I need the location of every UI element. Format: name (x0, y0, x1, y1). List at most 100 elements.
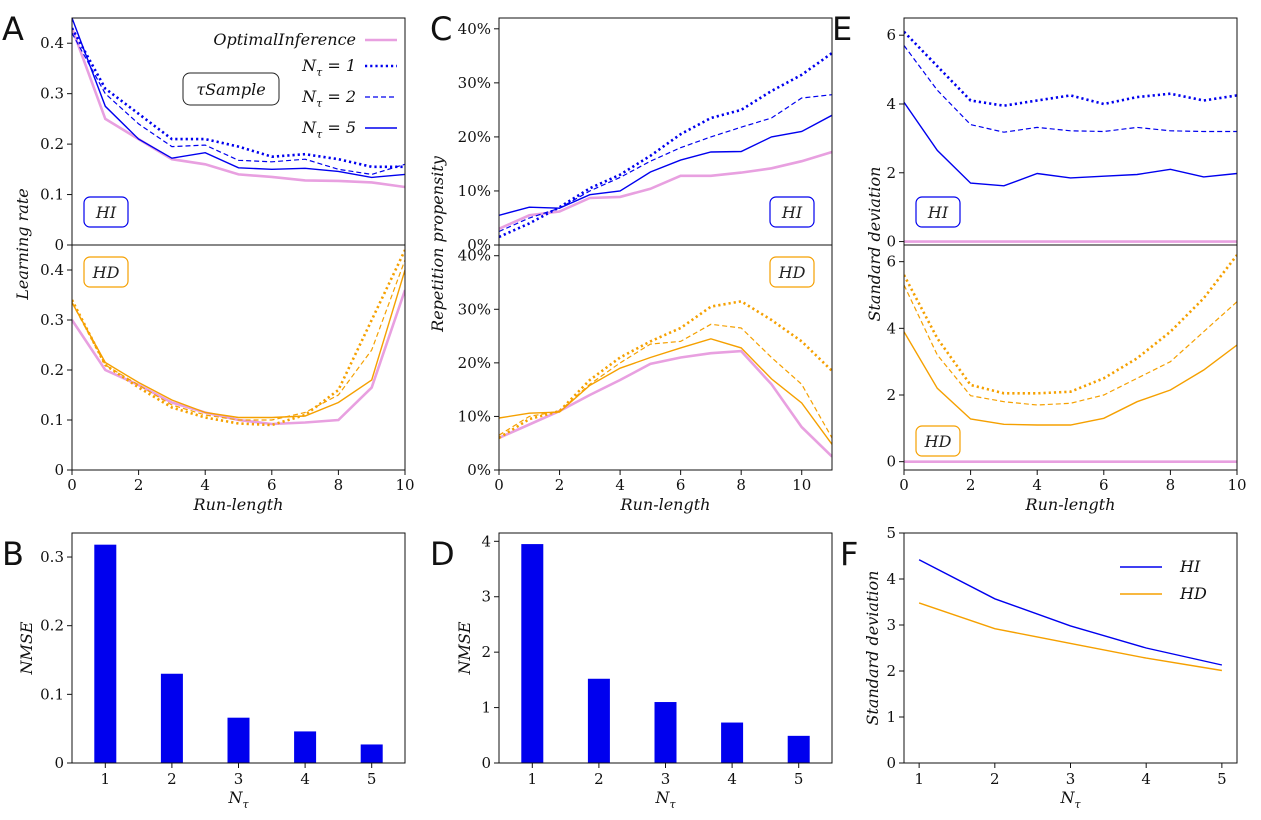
y-tick-label: 30% (458, 74, 491, 92)
series-group (499, 52, 832, 239)
panel-letter: A (2, 10, 24, 48)
x-tick-label: 8 (1166, 476, 1176, 494)
y-tick-label: 40% (458, 247, 491, 265)
series-group (499, 299, 832, 458)
panel-letter: E (832, 10, 852, 48)
y-axis-label: Learning rate (13, 188, 32, 300)
x-tick-label: 3 (661, 770, 671, 788)
x-tick-label: 4 (200, 476, 210, 494)
x-tick-label: 0 (494, 476, 504, 494)
tag-box (915, 425, 961, 457)
series-group (904, 30, 1237, 243)
y-axis-label: NMSE (455, 621, 474, 675)
x-axis-label-sub: τ (1074, 798, 1081, 811)
y-axis-label: Repetition propensity (428, 155, 447, 333)
y-tick-label: 3 (481, 588, 491, 606)
legend-n: N (301, 87, 317, 106)
series-line-N5 (904, 101, 1237, 187)
y-tick-label: 0 (54, 461, 64, 479)
x-tick-label: 5 (794, 770, 804, 788)
bar (787, 735, 810, 763)
series-line-N5 (499, 114, 832, 216)
y-tick-label: 30% (458, 300, 491, 318)
panel-E: E 0 2 4 6 HI 0 2 4 6 HD 0 2 4 6 8 10 Run-length Standard d… (832, 10, 1247, 514)
y-tick-label: 6 (886, 253, 896, 271)
y-tick-label: 0.2 (40, 135, 64, 153)
y-tick-label: 40% (458, 20, 491, 38)
y-tick-label: 3 (886, 616, 896, 634)
series-line-N2 (904, 284, 1237, 406)
y-tick-label: 0.3 (40, 85, 64, 103)
panel-letter: C (430, 10, 452, 48)
series-line-N2 (499, 323, 832, 439)
y-axis-label: Standard deviation (865, 167, 884, 322)
series-line-HD (918, 602, 1223, 672)
tag-box (769, 196, 815, 228)
x-axis-label: Run-length (193, 495, 284, 514)
y-tick-label: 20% (458, 354, 491, 372)
legend-n: N (301, 118, 317, 137)
x-axis-label: Nτ (1059, 788, 1081, 811)
series-line-N5 (72, 18, 405, 179)
legend-val: = 5 (322, 118, 356, 137)
x-tick-label: 4 (1141, 770, 1151, 788)
y-tick-label: 6 (886, 26, 896, 44)
x-tick-label: 2 (594, 770, 604, 788)
bar (160, 673, 183, 763)
x-axis-label-n: N (227, 788, 243, 807)
tag-label: HD (924, 432, 952, 451)
bar (360, 744, 383, 763)
x-axis-label: Nτ (654, 788, 676, 811)
legend-label-N5: Nτ = 5 (301, 118, 356, 141)
axes-frame (498, 532, 833, 764)
bar (294, 731, 317, 763)
x-tick-label: 6 (1099, 476, 1109, 494)
bar (521, 544, 544, 763)
panel-D: D 1 2 3 4 5 0 1 2 3 4 Nτ NMSE (430, 532, 833, 811)
legend-label-N2: Nτ = 2 (301, 87, 356, 110)
y-tick-label: 0 (886, 754, 896, 772)
legend-box (182, 72, 280, 106)
series-line-OptimalInference (72, 289, 405, 426)
tag-box (83, 196, 129, 228)
tag-box (915, 196, 961, 228)
x-tick-label: 5 (1217, 770, 1227, 788)
x-axis-label-n: N (1059, 788, 1075, 807)
x-tick-label: 1 (528, 770, 538, 788)
x-tick-label: 8 (736, 476, 746, 494)
x-tick-label: 3 (1066, 770, 1076, 788)
series-line-N1 (904, 30, 1237, 108)
x-axis-label-sub: τ (242, 798, 249, 811)
tag-label: HD (92, 263, 120, 282)
x-axis-label-n: N (654, 788, 670, 807)
series-line-N1 (72, 27, 405, 169)
legend-sub: τ (316, 97, 323, 110)
tag-label: HD (778, 263, 806, 282)
y-tick-label: 0 (886, 453, 896, 471)
y-tick-label: 0.3 (40, 548, 64, 566)
y-tick-label: 0.1 (40, 411, 64, 429)
series-line-N2 (499, 94, 832, 233)
legend-label-sample: τSample (196, 80, 265, 99)
bar (721, 722, 744, 763)
y-tick-label: 2 (886, 164, 896, 182)
tag-box (83, 256, 129, 288)
x-tick-label: 4 (1032, 476, 1042, 494)
y-tick-label: 0.2 (40, 361, 64, 379)
x-tick-label: 3 (234, 770, 244, 788)
panel-C: C 0% 10% 20% 30% 40% HI 0% 10% 20% 30% 40% HD 0 2 4 6 8 10… (428, 10, 833, 514)
y-tick-label: 4 (886, 319, 896, 337)
y-tick-label: 4 (481, 532, 491, 550)
x-axis-label: Nτ (227, 788, 249, 811)
x-tick-label: 4 (300, 770, 310, 788)
x-tick-label: 10 (1227, 476, 1246, 494)
bar (587, 678, 610, 763)
axes-frame (71, 532, 406, 764)
y-tick-label: 1 (481, 699, 491, 717)
series-line-N5 (499, 338, 832, 445)
y-tick-label: 0 (481, 754, 491, 772)
bar (94, 544, 117, 763)
